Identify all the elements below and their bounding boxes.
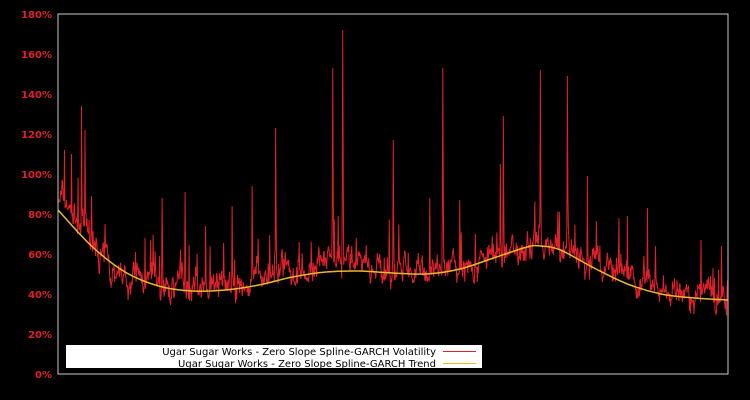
y-tick-label: 180% <box>21 10 52 21</box>
trend-series <box>57 209 729 301</box>
y-tick-label: 140% <box>21 90 52 101</box>
legend-label-trend: Ugar Sugar Works - Zero Slope Spline-GAR… <box>178 359 436 370</box>
y-tick-label: 20% <box>28 330 52 341</box>
y-tick-label: 100% <box>21 170 52 181</box>
plot-area-frame <box>57 13 729 375</box>
y-tick-label: 60% <box>28 250 52 261</box>
volatility-line <box>57 29 729 316</box>
volatility-series <box>57 29 729 316</box>
y-axis-ticks: 0% 20% 40% 60% 80% 100% 120% 140% 160% 180% <box>21 10 52 381</box>
y-tick-label: 0% <box>35 370 52 381</box>
y-tick-label: 120% <box>21 130 52 141</box>
legend-box <box>66 345 482 368</box>
y-tick-label: 80% <box>28 210 52 221</box>
legend: Ugar Sugar Works - Zero Slope Spline-GAR… <box>66 345 482 370</box>
y-tick-label: 160% <box>21 50 52 61</box>
trend-line <box>57 209 729 301</box>
y-tick-label: 40% <box>28 290 52 301</box>
legend-label-volatility: Ugar Sugar Works - Zero Slope Spline-GAR… <box>162 347 436 358</box>
